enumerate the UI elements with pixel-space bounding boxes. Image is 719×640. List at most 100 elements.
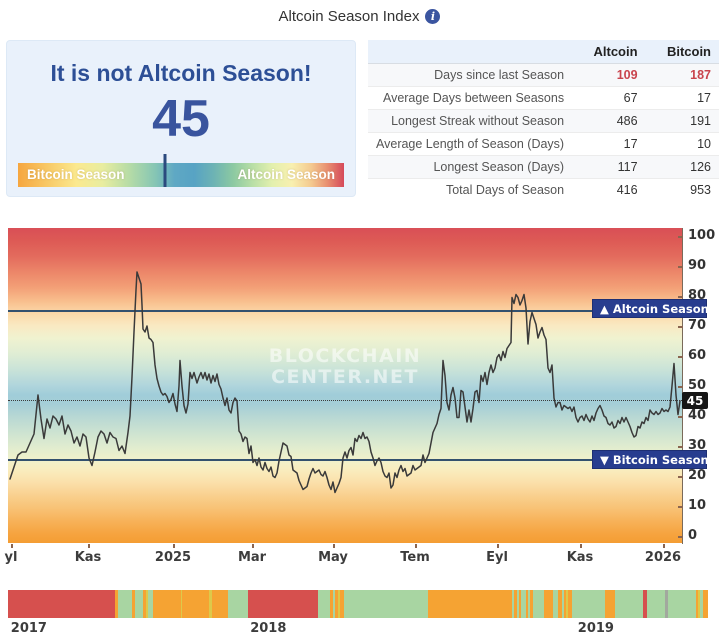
timeline-segment-green — [134, 590, 144, 618]
season-headline: It is not Altcoin Season! — [50, 60, 312, 86]
stats-row-bitcoin-value: 10 — [645, 132, 719, 156]
timeline-year-label: 2019 — [577, 621, 614, 636]
timeline-segment-orange — [525, 590, 528, 618]
timeline-segment-green — [332, 590, 336, 618]
bitcoin-badge-label: ▼ Bitcoin Season — [600, 452, 709, 467]
timeline-segment-yellow — [209, 590, 212, 618]
current-value-line — [8, 400, 682, 401]
stats-row-bitcoin-value: 17 — [645, 86, 719, 110]
timeline-segment-green — [512, 590, 515, 618]
timeline-segment-orange — [182, 590, 210, 618]
altcoin-badge-value: 75 — [715, 301, 719, 316]
x-axis-tick — [497, 544, 499, 548]
timeline-segment-orange — [131, 590, 135, 618]
timeline-segment-orange — [115, 590, 118, 618]
stats-header-empty — [368, 40, 573, 64]
timeline-segment-orange — [703, 590, 708, 618]
x-axis-tick — [173, 544, 175, 548]
season-history-timeline: 2017 2018 2019 — [8, 590, 708, 636]
timeline-segment-green — [667, 590, 696, 618]
timeline-segment-orange — [143, 590, 146, 618]
gauge-label-altcoin: Altcoin Season — [237, 167, 335, 182]
stats-row: Average Days between Seasons 67 17 — [368, 86, 719, 110]
index-line-svg — [9, 271, 681, 494]
stats-row-altcoin-value: 117 — [572, 155, 646, 179]
y-axis-tick-label: 50 — [688, 378, 707, 393]
stats-row-altcoin-value: 17 — [572, 132, 646, 156]
timeline-segment-red — [643, 590, 648, 618]
timeline-segment-yellow — [145, 590, 148, 618]
y-axis-tick-label: 90 — [688, 258, 707, 273]
season-status-card: It is not Altcoin Season! 45 Bitcoin Sea… — [6, 40, 356, 197]
stats-header-bitcoin: Bitcoin — [645, 40, 719, 64]
stats-row: Days since last Season 109 187 — [368, 63, 719, 87]
y-axis-tick-label: 30 — [688, 438, 707, 453]
timeline-segment-orange — [427, 590, 513, 618]
info-icon[interactable]: i — [425, 9, 441, 24]
timeline-segment-orange — [557, 590, 562, 618]
altcoin-badge-label: ▲ Altcoin Season — [600, 301, 709, 316]
x-axis-tick-label: Tem — [400, 550, 430, 565]
y-axis-tick-label: 60 — [688, 348, 707, 363]
y-axis-tick — [678, 476, 683, 478]
season-gauge: Bitcoin Season Altcoin Season — [18, 154, 344, 187]
y-axis-tick — [678, 506, 683, 508]
timeline-segment-yellow — [180, 590, 183, 618]
y-axis-tick-label: 20 — [688, 468, 707, 483]
timeline-segment-green — [532, 590, 544, 618]
timeline-segment-green — [615, 590, 644, 618]
gauge-label-bitcoin: Bitcoin Season — [27, 167, 125, 182]
timeline-segment-green — [317, 590, 330, 618]
timeline-segment-green — [552, 590, 558, 618]
timeline-segment-orange — [543, 590, 553, 618]
y-axis-tick — [678, 446, 683, 448]
x-axis-tick-label: yl — [4, 550, 18, 565]
timeline-segment-orange — [340, 590, 345, 618]
timeline-segment-orange — [329, 590, 333, 618]
timeline-segment-gray — [665, 590, 668, 618]
x-axis-tick-label: Kas — [566, 550, 594, 565]
timeline-segment-orange — [695, 590, 699, 618]
season-stats-table: Altcoin Bitcoin Days since last Season 10… — [368, 40, 719, 201]
current-value-badge: 45 — [682, 392, 708, 409]
altcoin-season-badge: ▲ Altcoin Season 75 — [592, 299, 719, 318]
index-chart-plot[interactable]: BLOCKCHAIN CENTER.NET — [8, 228, 682, 543]
y-axis-tick — [678, 386, 683, 388]
timeline-segment-orange — [514, 590, 517, 618]
x-axis-tick-label: Mar — [237, 550, 267, 565]
x-axis-tick-label: May — [318, 550, 348, 565]
timeline-segment-green — [700, 590, 704, 618]
page-title: Altcoin Season Index — [278, 8, 420, 25]
x-axis-tick — [88, 544, 90, 548]
gauge-marker — [163, 154, 167, 187]
x-axis-tick — [11, 544, 13, 548]
timeline-segment-orange — [568, 590, 573, 618]
timeline-segment-orange — [211, 590, 228, 618]
timeline-year-label: 2018 — [250, 621, 287, 636]
y-axis-tick — [678, 356, 683, 358]
timeline-segment-green — [516, 590, 520, 618]
timeline-segment-yellow — [338, 590, 341, 618]
y-axis-tick-label: 100 — [688, 228, 716, 243]
stats-table-body: Days since last Season 109 187 Average Days… — [368, 63, 719, 201]
stats-row-label: Average Days between Seasons — [368, 86, 573, 110]
y-axis-tick-label: 0 — [688, 528, 698, 543]
timeline-segment-green — [227, 590, 248, 618]
timeline-segment-green — [527, 590, 531, 618]
timeline-segment-green — [521, 590, 526, 618]
y-axis-tick — [678, 326, 683, 328]
bitcoin-season-badge: ▼ Bitcoin Season 25 — [592, 450, 719, 469]
stats-row-bitcoin-value: 191 — [645, 109, 719, 133]
stats-row-label: Total Days of Season — [368, 178, 573, 201]
stats-row-bitcoin-value: 953 — [645, 178, 719, 201]
index-chart-section: BLOCKCHAIN CENTER.NET ▲ Altcoin Season 7… — [0, 228, 719, 573]
timeline-segment-orange — [335, 590, 339, 618]
stats-row-label: Longest Streak without Season — [368, 109, 573, 133]
stats-row-altcoin-value: 67 — [572, 86, 646, 110]
stats-row: Total Days of Season 416 953 — [368, 178, 719, 201]
timeline-segment-green — [647, 590, 666, 618]
x-axis-tick — [252, 544, 254, 548]
stats-header-altcoin: Altcoin — [572, 40, 646, 64]
timeline-segment-orange — [519, 590, 522, 618]
stats-row-bitcoin-value: 126 — [645, 155, 719, 179]
